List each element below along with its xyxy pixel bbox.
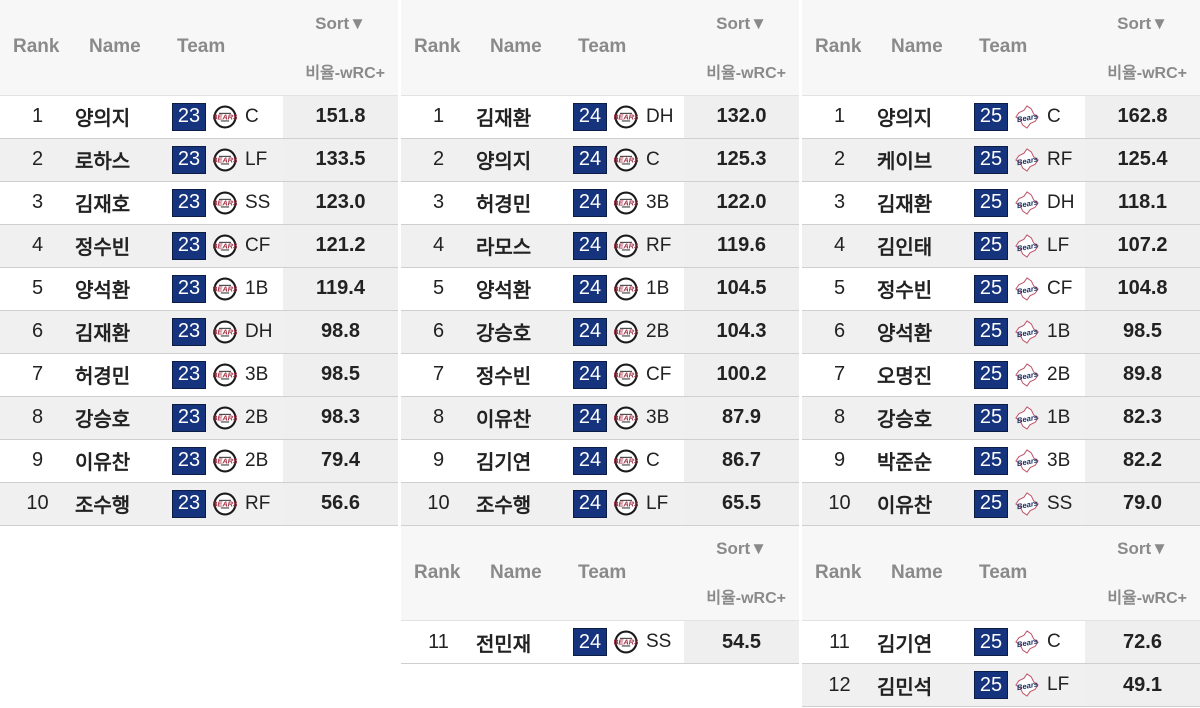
svg-text:BEARS: BEARS <box>213 241 237 250</box>
svg-text:BEARS: BEARS <box>213 499 237 508</box>
svg-text:BEARS: BEARS <box>213 284 237 293</box>
svg-text:BEARS: BEARS <box>614 112 638 121</box>
svg-text:BEARS: BEARS <box>213 155 237 164</box>
svg-text:BEARS: BEARS <box>213 112 237 121</box>
svg-text:BEARS: BEARS <box>213 327 237 336</box>
svg-text:BEARS: BEARS <box>213 456 237 465</box>
svg-text:BEARS: BEARS <box>614 413 638 422</box>
svg-text:BEARS: BEARS <box>614 370 638 379</box>
svg-text:BEARS: BEARS <box>614 284 638 293</box>
svg-text:BEARS: BEARS <box>213 370 237 379</box>
svg-text:BEARS: BEARS <box>614 456 638 465</box>
svg-text:BEARS: BEARS <box>614 638 638 647</box>
svg-text:BEARS: BEARS <box>213 198 237 207</box>
svg-text:BEARS: BEARS <box>213 413 237 422</box>
svg-text:BEARS: BEARS <box>614 327 638 336</box>
svg-text:BEARS: BEARS <box>614 499 638 508</box>
svg-text:BEARS: BEARS <box>614 198 638 207</box>
svg-text:BEARS: BEARS <box>614 155 638 164</box>
svg-text:BEARS: BEARS <box>614 241 638 250</box>
